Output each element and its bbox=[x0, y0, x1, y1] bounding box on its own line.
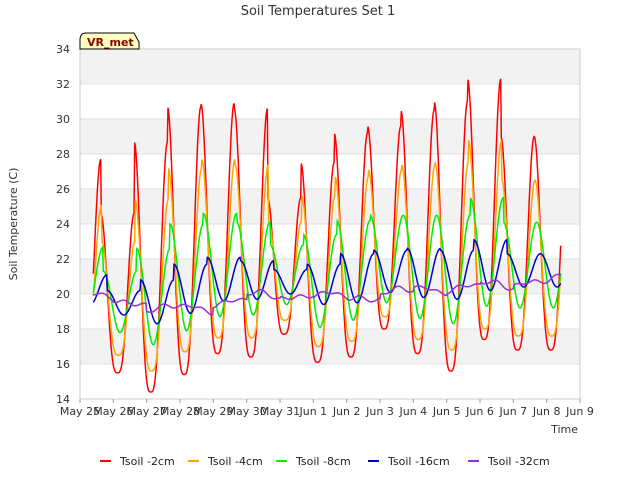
station-badge: VR_met bbox=[79, 32, 140, 50]
grid-band bbox=[80, 49, 580, 84]
y-tick-label: 26 bbox=[56, 183, 70, 196]
y-axis-label: Soil Temperature (C) bbox=[7, 168, 20, 281]
x-tick-label: Jun 8 bbox=[532, 405, 561, 418]
x-tick-label: May 30 bbox=[227, 405, 267, 418]
x-tick-label: Jun 3 bbox=[365, 405, 394, 418]
chart-title: Soil Temperatures Set 1 bbox=[241, 4, 396, 19]
legend-item: Tsoil -32cm bbox=[468, 455, 550, 468]
x-tick-label: May 25 bbox=[60, 405, 100, 418]
station-badge-label: VR_met bbox=[87, 36, 134, 49]
y-tick-label: 32 bbox=[56, 78, 70, 91]
y-tick-label: 22 bbox=[56, 253, 70, 266]
x-tick-label: May 29 bbox=[193, 405, 233, 418]
grid-band bbox=[80, 119, 580, 154]
y-tick-label: 30 bbox=[56, 113, 70, 126]
x-tick-label: May 28 bbox=[160, 405, 200, 418]
legend-item: Tsoil -8cm bbox=[276, 455, 351, 468]
station-badge-shape bbox=[79, 32, 140, 50]
legend-label: Tsoil -32cm bbox=[487, 455, 550, 468]
plot-frame bbox=[79, 48, 581, 400]
x-axis-label: Time bbox=[550, 423, 578, 436]
legend-label: Tsoil -2cm bbox=[119, 455, 175, 468]
x-tick-label: Jun 7 bbox=[498, 405, 527, 418]
x-tick-label: Jun 5 bbox=[432, 405, 461, 418]
grid-band bbox=[80, 329, 580, 364]
x-tick-label: Jun 4 bbox=[398, 405, 427, 418]
series-line-tsoil-2cm bbox=[92, 78, 562, 393]
y-tick-label: 18 bbox=[56, 323, 70, 336]
y-tick-label: 20 bbox=[56, 288, 70, 301]
x-tick-label: May 27 bbox=[127, 405, 167, 418]
legend-item: Tsoil -2cm bbox=[100, 455, 175, 468]
series-line-tsoil-16cm bbox=[92, 238, 562, 325]
y-tick-label: 16 bbox=[56, 358, 70, 371]
x-tick-label: May 26 bbox=[93, 405, 133, 418]
legend: Tsoil -2cm Tsoil -4cm Tsoil -8cm Tsoil -16c… bbox=[100, 455, 550, 468]
y-axis-ticks: 14 16 18 20 22 24 26 28 30 32 34 bbox=[56, 43, 70, 406]
series-line-tsoil-32cm bbox=[93, 273, 561, 316]
y-tick-label: 14 bbox=[56, 393, 70, 406]
legend-item: Tsoil -16cm bbox=[368, 455, 450, 468]
series-layer bbox=[92, 78, 562, 393]
y-tick-label: 24 bbox=[56, 218, 70, 231]
x-tick-label: Jun 1 bbox=[298, 405, 327, 418]
x-tick-label: Jun 9 bbox=[565, 405, 594, 418]
legend-label: Tsoil -4cm bbox=[207, 455, 263, 468]
x-tick-label: May 31 bbox=[260, 405, 300, 418]
x-tick-label: Jun 6 bbox=[465, 405, 494, 418]
y-tick-label: 34 bbox=[56, 43, 70, 56]
legend-item: Tsoil -4cm bbox=[188, 455, 263, 468]
legend-label: Tsoil -8cm bbox=[295, 455, 351, 468]
y-tick-label: 28 bbox=[56, 148, 70, 161]
x-tick-label: Jun 2 bbox=[332, 405, 361, 418]
legend-label: Tsoil -16cm bbox=[387, 455, 450, 468]
